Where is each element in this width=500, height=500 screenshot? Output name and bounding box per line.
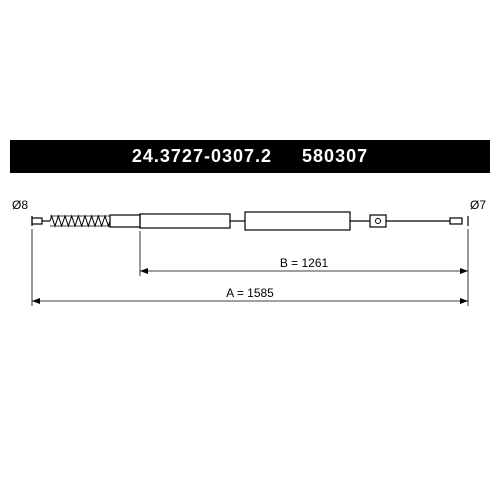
svg-text:Ø7: Ø7 <box>470 198 486 212</box>
svg-text:A = 1585: A = 1585 <box>226 286 274 300</box>
svg-text:B = 1261: B = 1261 <box>280 256 329 270</box>
product-diagram-card: 24.3727-0307.2 580307 Ø8 Ø7 B = 1261 A = 15… <box>10 140 490 361</box>
header-bar: 24.3727-0307.2 580307 <box>10 140 490 173</box>
ref-number: 580307 <box>302 146 368 167</box>
cable-diagram: Ø8 Ø7 B = 1261 A = 1585 <box>10 181 490 361</box>
part-number: 24.3727-0307.2 <box>132 146 272 167</box>
svg-text:Ø8: Ø8 <box>12 198 28 212</box>
